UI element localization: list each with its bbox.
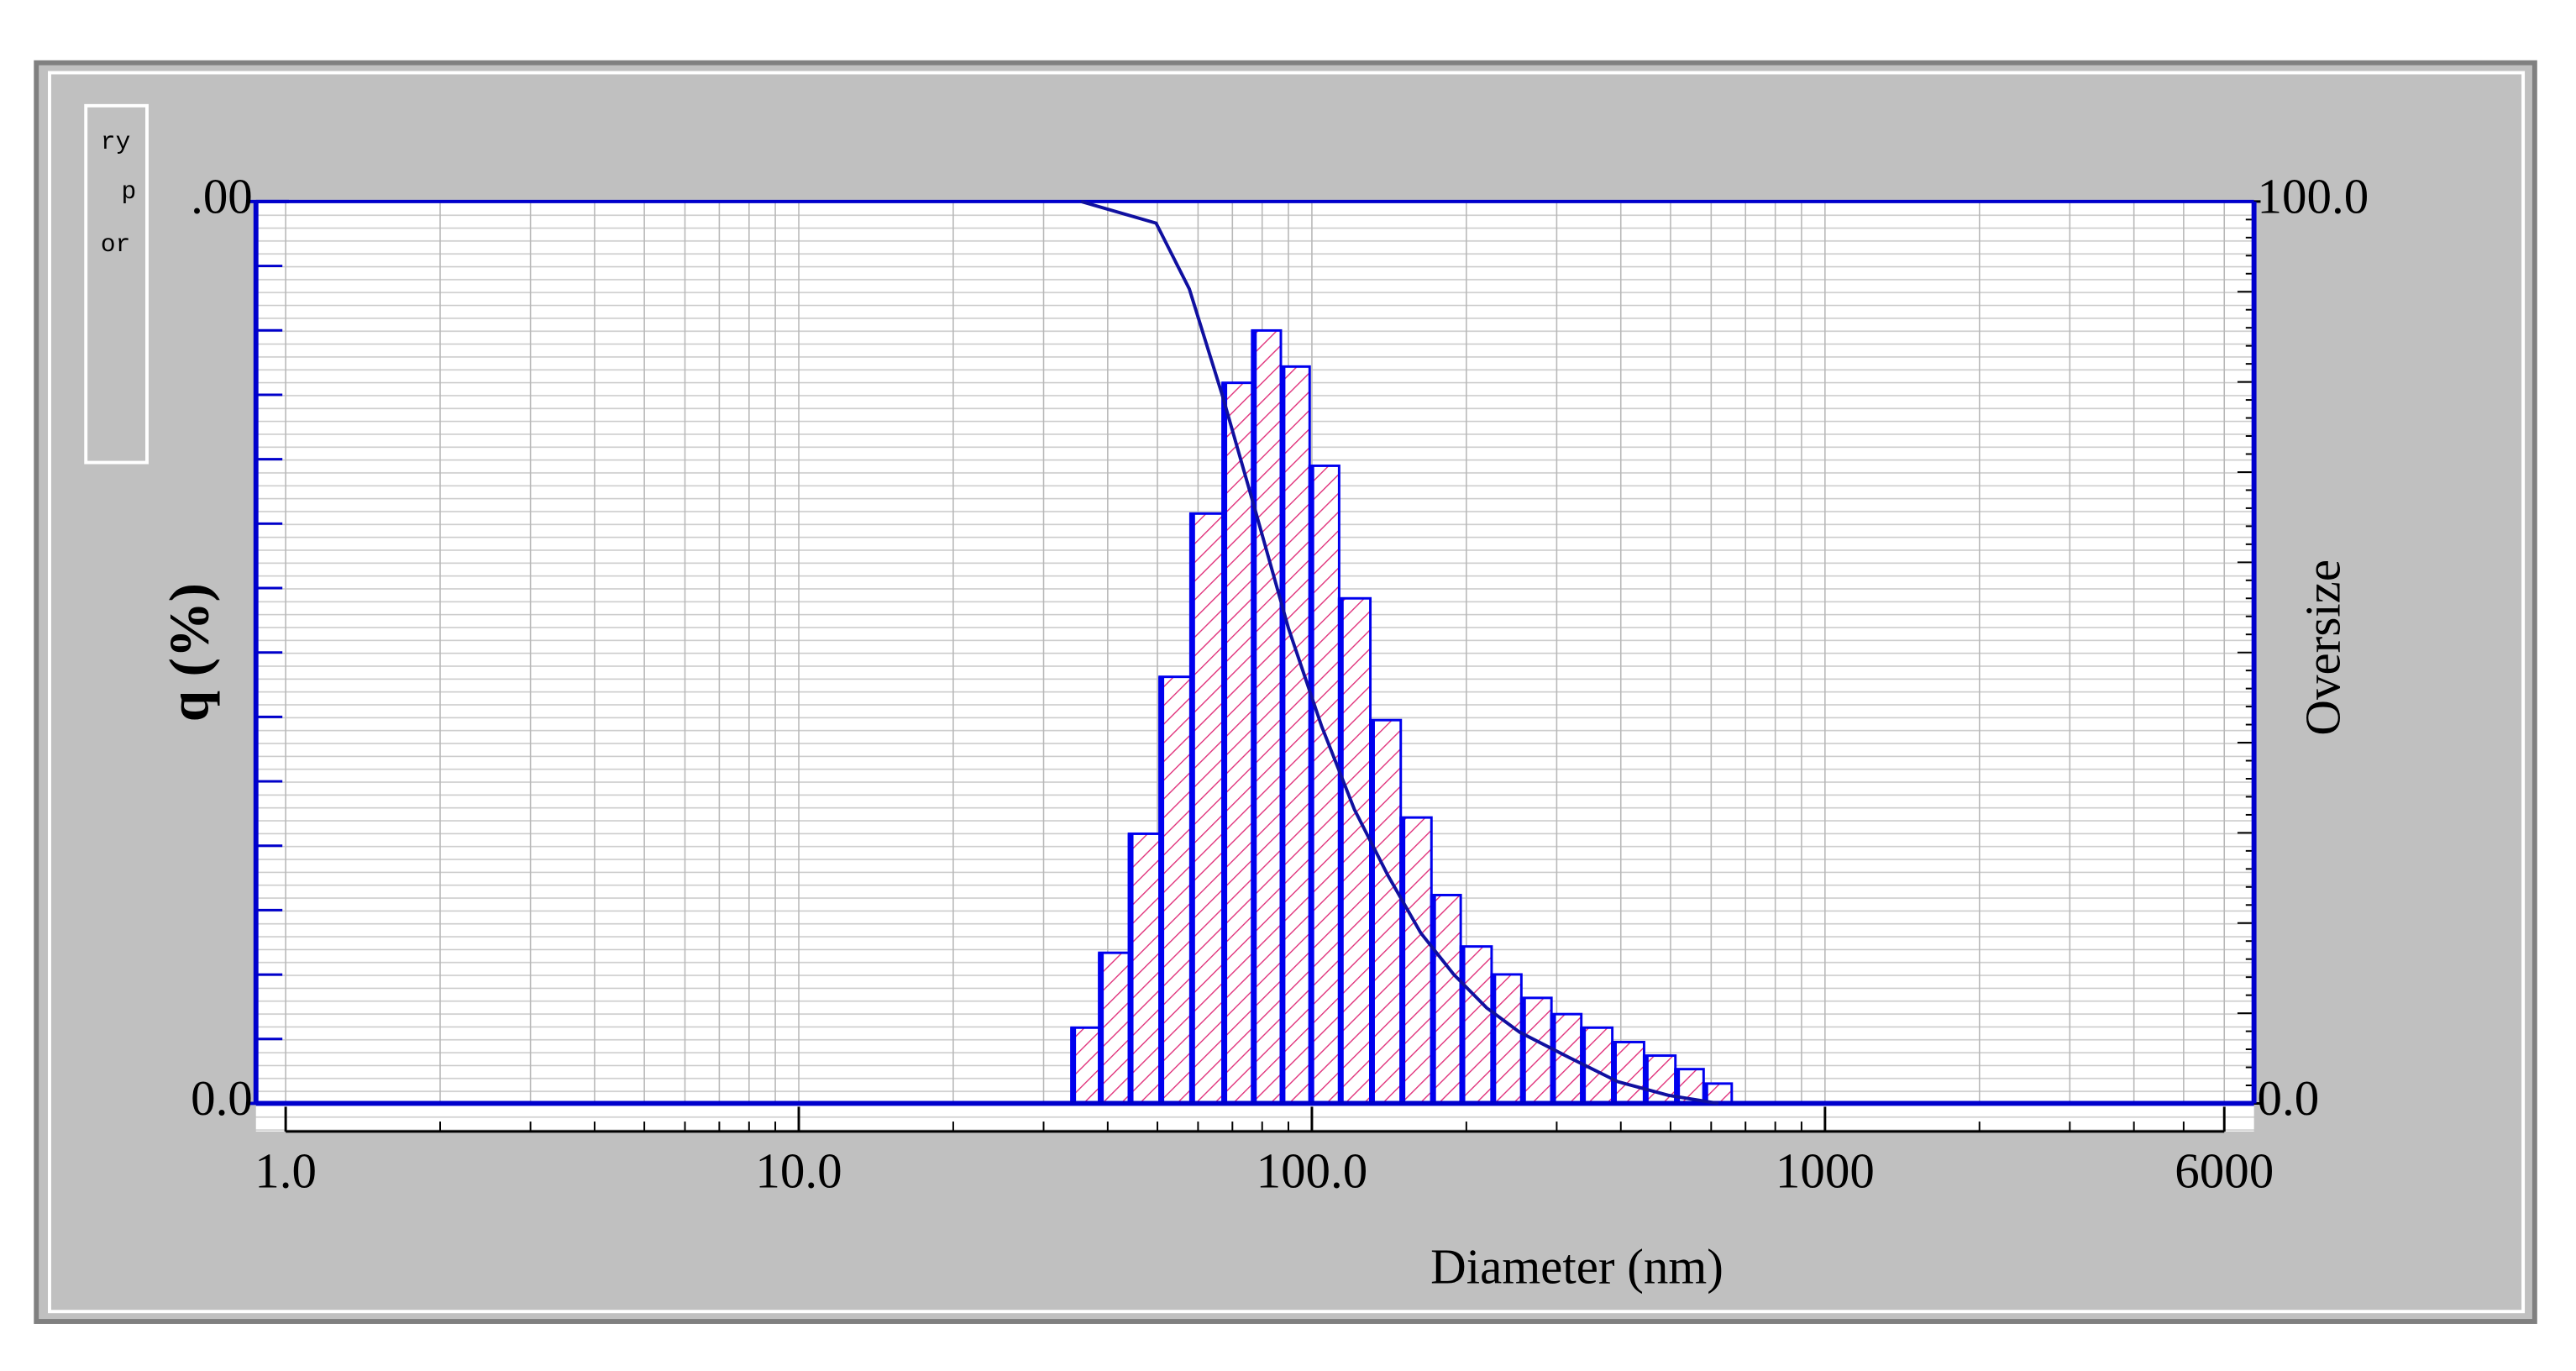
bar <box>1070 1026 1101 1105</box>
bar <box>1127 832 1162 1105</box>
bar <box>1158 675 1192 1105</box>
y2-tick-label: 0.0 <box>2258 1070 2320 1126</box>
x-tick-label: 6000 <box>2175 1143 2274 1199</box>
oversize-line <box>1080 199 1719 1106</box>
legend-fragment: ry <box>101 128 130 156</box>
bar <box>1490 973 1523 1105</box>
x-tick-label: 1000 <box>1776 1143 1875 1199</box>
panel-bevel <box>48 71 2526 1314</box>
y-axis-label: q (%) <box>158 583 220 722</box>
bar <box>1369 718 1403 1105</box>
y-tick-label: 0.0 <box>191 1070 253 1126</box>
y2-tick-label: 100.0 <box>2258 168 2369 223</box>
x-tick-label: 1.0 <box>254 1143 317 1199</box>
x-axis-label: Diameter (nm) <box>1430 1239 1723 1295</box>
legend-fragment: p <box>121 177 136 206</box>
bar <box>1611 1040 1645 1105</box>
y2-axis-label: Oversize <box>2295 559 2351 736</box>
legend-box <box>84 103 149 465</box>
x-tick-label: 10.0 <box>755 1143 842 1199</box>
bar <box>1188 512 1225 1105</box>
bar <box>1337 596 1372 1105</box>
plot-layer: 1.0 10.0 100.0 1000 6000 0.0 .00 0.0 100.0 <box>191 168 2369 1198</box>
y-tick-label: .00 <box>191 168 253 223</box>
x-tick-label: 100.0 <box>1257 1143 1368 1199</box>
bar <box>1399 816 1433 1105</box>
bar <box>1459 945 1493 1105</box>
bar <box>1308 464 1340 1105</box>
legend-fragment: or <box>101 230 130 259</box>
